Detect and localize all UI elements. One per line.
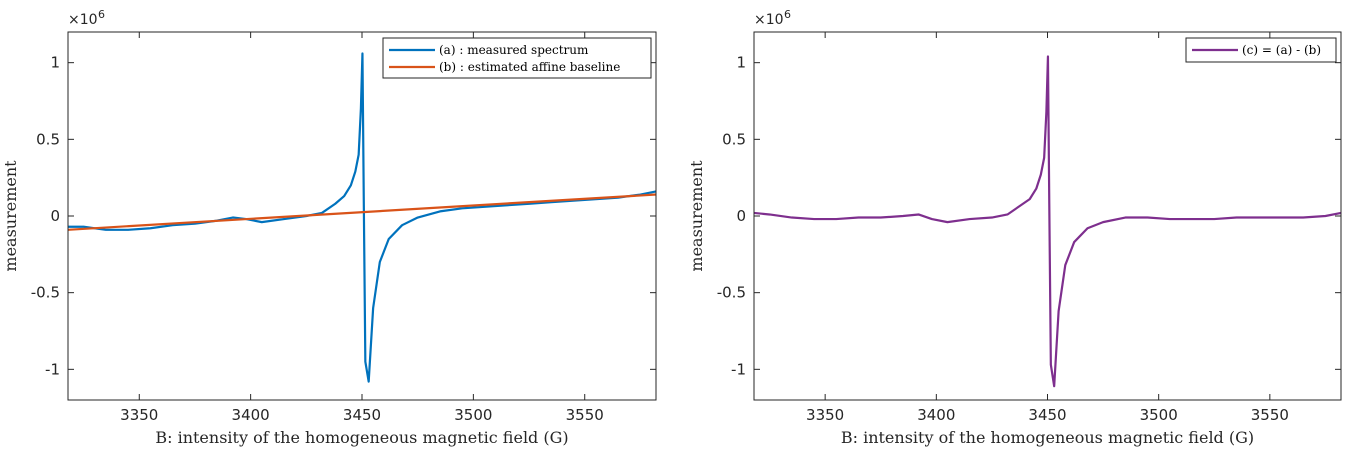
x-axis-label: B: intensity of the homogeneous magnetic… [841,428,1254,447]
legend-label-2: (b) : estimated affine baseline [439,60,620,74]
x-tick-label: 3550 [566,406,604,424]
y-tick-label: 0 [50,207,60,225]
y-tick-label: 0.5 [36,130,60,148]
x-tick-label: 3400 [917,406,955,424]
y-exponent-base: ×10 [754,12,784,28]
y-exponent-base: ×10 [68,12,98,28]
x-tick-label: 3500 [1140,406,1178,424]
y-tick-label: 1 [50,54,60,72]
legend-label-1: (c) = (a) - (b) [1242,43,1321,57]
y-tick-label: -1 [45,360,60,378]
legend-box [382,37,652,79]
x-tick-label: 3400 [232,406,270,424]
legend-label-1: (a) : measured spectrum [439,43,589,57]
series-line-2 [67,193,657,231]
y-tick-label: 0.5 [722,130,746,148]
x-tick-label: 3450 [1028,406,1066,424]
y-tick-label: -0.5 [717,284,746,302]
x-tick-label: 3350 [806,406,844,424]
x-tick-label: 3500 [454,406,492,424]
x-tick-label: 3350 [120,406,158,424]
y-tick-label: 1 [736,54,746,72]
series-line-1 [753,55,1342,388]
chart-right: 3350 3400 3450 3500 3550 -1 -0.5 0 0.5 1 ×10 6 B: in… [687,8,1342,447]
y-tick-label: -1 [731,360,746,378]
y-tick-label: -0.5 [31,284,60,302]
y-exponent-power: 6 [784,8,791,21]
x-tick-label: 3550 [1251,406,1289,424]
y-tick-label: 0 [736,207,746,225]
y-axis-label: measurement [1,160,20,272]
y-axis-label: measurement [687,160,706,272]
chart-left: 3350 3400 3450 3500 3550 -1 -0.5 0 0.5 1 ×10 6 B: in… [1,8,657,447]
y-exponent-power: 6 [98,8,105,21]
x-tick-label: 3450 [343,406,381,424]
x-axis-label: B: intensity of the homogeneous magnetic… [155,428,568,447]
